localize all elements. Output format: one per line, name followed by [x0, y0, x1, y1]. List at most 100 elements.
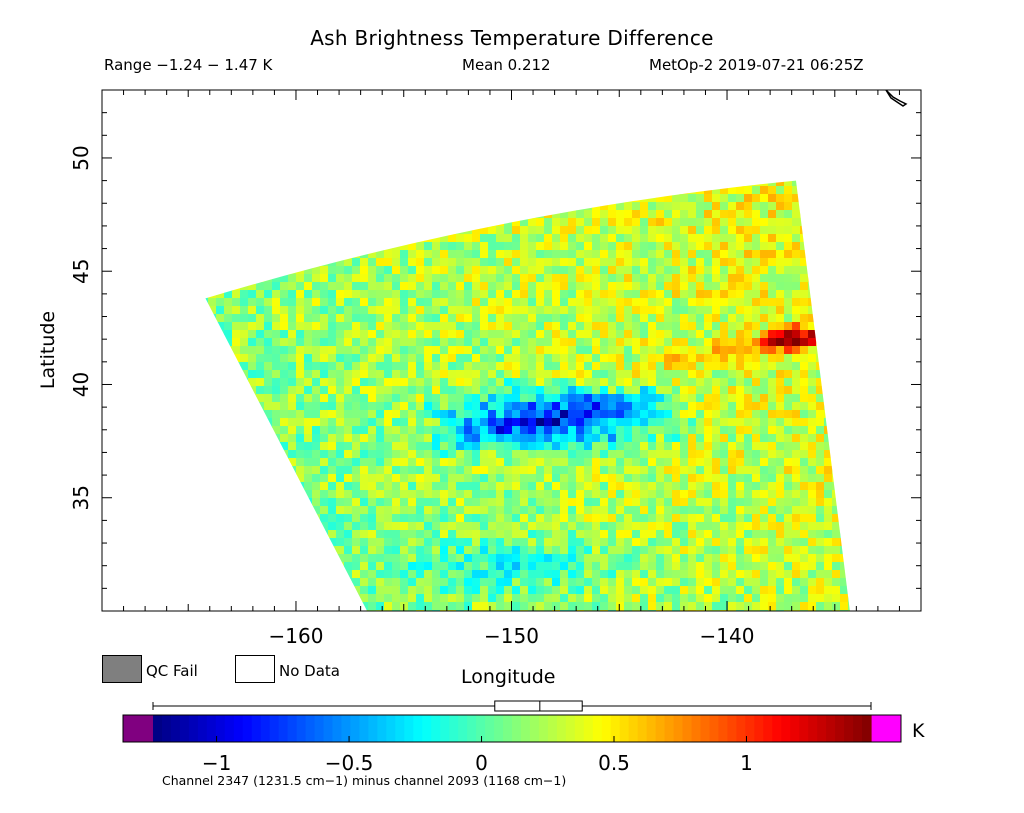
heatmap-cell	[312, 458, 321, 467]
heatmap-cell	[208, 474, 217, 483]
heatmap-cell	[352, 234, 361, 243]
heatmap-cell	[496, 442, 505, 451]
heatmap-cell	[816, 458, 825, 467]
heatmap-cell	[400, 450, 409, 459]
heatmap-cell	[816, 402, 825, 411]
heatmap-cell	[368, 378, 377, 387]
heatmap-cell	[632, 450, 641, 459]
heatmap-cell	[432, 180, 441, 187]
heatmap-cell	[792, 546, 801, 555]
heatmap-cell	[520, 218, 529, 227]
heatmap-cell	[424, 490, 433, 499]
heatmap-cell	[496, 426, 505, 435]
heatmap-cell	[368, 226, 377, 235]
heatmap-cell	[336, 250, 345, 259]
heatmap-cell	[696, 314, 705, 323]
heatmap-cell	[536, 330, 545, 339]
heatmap-cell	[816, 170, 824, 178]
heatmap-cell	[840, 514, 849, 523]
heatmap-cell	[776, 330, 785, 339]
heatmap-cell	[296, 554, 305, 563]
heatmap-cell	[664, 234, 673, 243]
heatmap-cell	[432, 362, 441, 371]
heatmap-cell	[408, 498, 417, 507]
heatmap-cell	[344, 234, 353, 243]
heatmap-cell	[288, 266, 297, 275]
heatmap-cell	[328, 554, 337, 563]
heatmap-cell	[560, 330, 569, 339]
heatmap-cell	[376, 546, 385, 555]
heatmap-cell	[440, 418, 449, 427]
heatmap-cell	[416, 434, 425, 443]
heatmap-cell	[648, 282, 657, 291]
heatmap-cell	[408, 506, 417, 515]
heatmap-cell	[328, 410, 337, 419]
heatmap-cell	[656, 322, 665, 331]
heatmap-cell	[560, 242, 569, 251]
heatmap-cell	[232, 242, 241, 251]
heatmap-cell	[816, 186, 825, 195]
heatmap-cell	[240, 194, 249, 203]
heatmap-cell	[528, 186, 537, 195]
heatmap-cell	[304, 322, 313, 331]
heatmap-cell	[496, 362, 505, 371]
heatmap-cell	[616, 306, 625, 315]
heatmap-cell	[752, 242, 761, 251]
heatmap-cell	[736, 202, 745, 211]
heatmap-cell	[272, 242, 281, 251]
heatmap-cell	[232, 570, 241, 579]
heatmap-cell	[832, 410, 841, 419]
heatmap-cell	[552, 226, 561, 235]
heatmap-cell	[664, 226, 673, 235]
heatmap-cell	[416, 186, 425, 195]
heatmap-cell	[544, 490, 553, 499]
heatmap-cell	[280, 210, 289, 219]
heatmap-cell	[448, 306, 457, 315]
heatmap-cell	[608, 514, 617, 523]
heatmap-cell	[536, 362, 545, 371]
heatmap-cell	[456, 570, 465, 579]
heatmap-cell	[528, 434, 537, 443]
heatmap-cell	[400, 226, 409, 235]
heatmap-cell	[752, 298, 761, 307]
heatmap-cell	[688, 322, 697, 331]
heatmap-cell	[216, 250, 225, 259]
heatmap-cell	[632, 170, 640, 178]
heatmap-cell	[312, 210, 321, 219]
heatmap-cell	[688, 202, 697, 211]
heatmap-cell	[704, 170, 712, 178]
heatmap-cell	[472, 170, 480, 178]
heatmap-cell	[616, 226, 625, 235]
heatmap-cell	[784, 530, 793, 539]
heatmap-cell	[392, 210, 401, 219]
heatmap-cell	[648, 186, 657, 195]
heatmap-cell	[352, 586, 361, 595]
heatmap-cell	[272, 554, 281, 563]
heatmap-cell	[704, 586, 713, 595]
heatmap-cell	[208, 370, 217, 379]
heatmap-cell	[216, 330, 225, 339]
heatmap-cell	[608, 402, 617, 411]
heatmap-cell	[240, 506, 249, 515]
heatmap-cell	[408, 578, 417, 587]
heatmap-cell	[360, 180, 369, 187]
heatmap-cell	[216, 522, 225, 531]
heatmap-cell	[568, 426, 577, 435]
heatmap-cell	[352, 402, 361, 411]
x-axis-label: Longitude	[461, 666, 556, 688]
heatmap-cell	[400, 314, 409, 323]
heatmap-cell	[640, 170, 648, 178]
heatmap-cell	[536, 474, 545, 483]
heatmap-cell	[264, 466, 273, 475]
heatmap-cell	[856, 210, 864, 218]
heatmap-cell	[472, 298, 481, 307]
heatmap-cell	[280, 298, 289, 307]
heatmap-cell	[336, 266, 345, 275]
heatmap-cell	[376, 330, 385, 339]
heatmap-cell	[368, 490, 377, 499]
heatmap-cell	[576, 338, 585, 347]
heatmap-cell	[792, 290, 801, 299]
heatmap-cell	[808, 418, 817, 427]
heatmap-cell	[808, 202, 817, 211]
heatmap-cell	[760, 498, 769, 507]
